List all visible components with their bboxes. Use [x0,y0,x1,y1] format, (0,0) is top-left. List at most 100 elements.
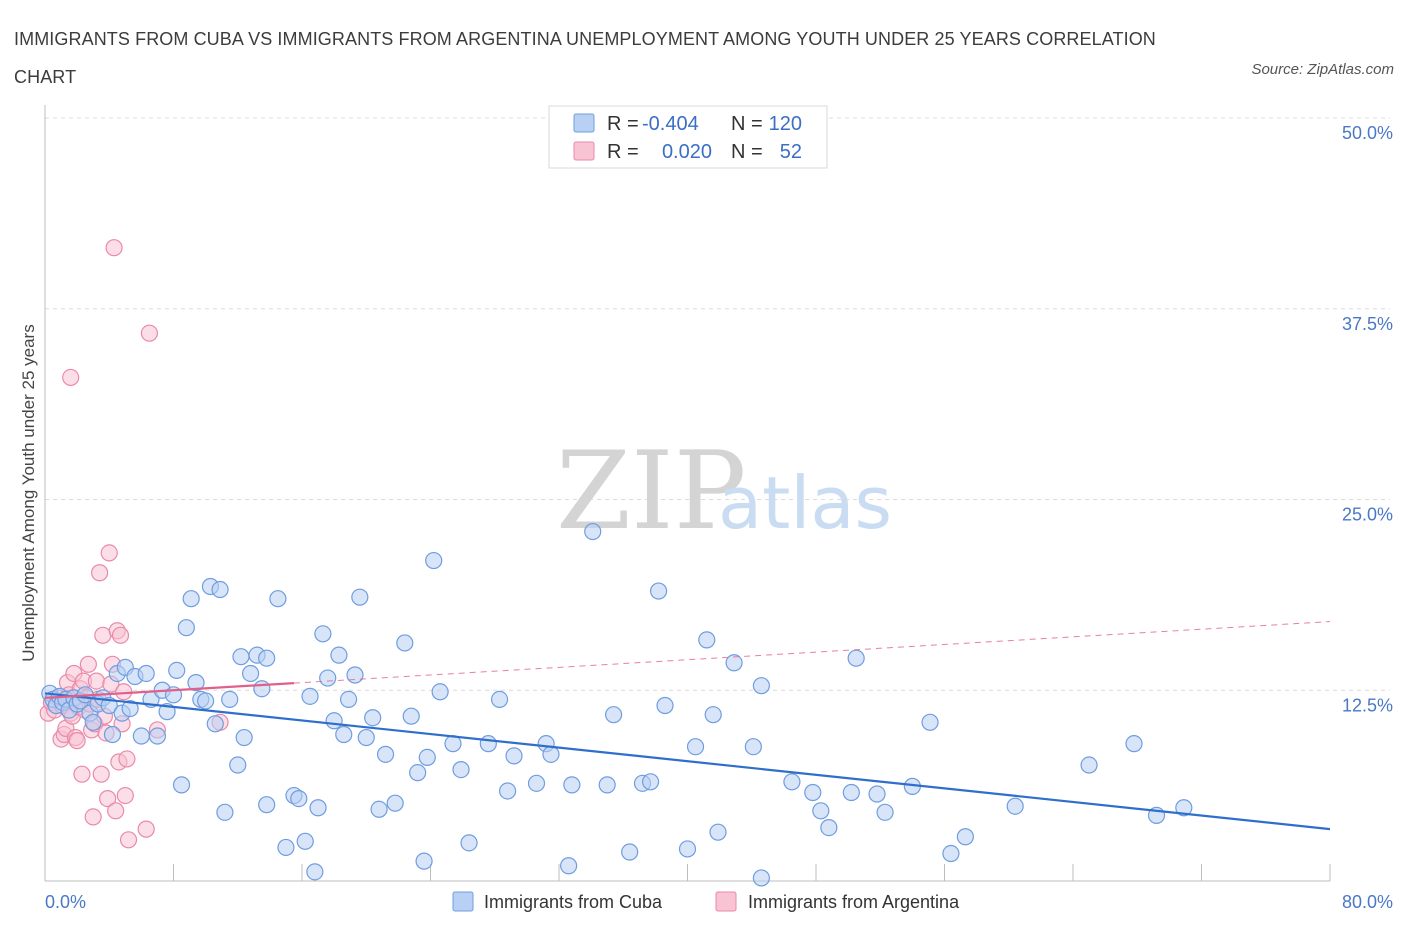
cuba-point-110 [842,783,860,802]
cuba-point-105 [752,869,770,887]
watermark: ZIP atlas [556,429,892,554]
cuba-point-61 [335,725,353,744]
x-tick-label-0: 0.0% [45,892,86,912]
cuba-point-78 [452,761,470,779]
cuba-point-106 [783,773,801,791]
argentina-point-47 [137,820,155,838]
cuba-point-96 [656,696,674,715]
argentina-point-48 [140,324,159,342]
cuba-point-98 [686,738,705,756]
argentina-point-45 [118,750,136,768]
cuba-point-16 [103,725,122,744]
cuba-point-120 [1125,735,1143,753]
cuba-point-74 [418,748,436,766]
argentina-point-26 [87,672,106,690]
y-tick-label-2: 37.5% [1342,314,1393,334]
cuba-point-53 [296,832,314,850]
argentina-point-24 [84,808,102,826]
cuba-point-49 [269,590,287,608]
argentina-point-40 [111,626,130,644]
cuba-point-103 [744,738,762,756]
cuba-point-99 [698,631,716,649]
bottom-legend-argentina: Immigrants from Argentina [748,892,960,912]
cuba-point-92 [621,843,639,861]
cuba-point-54 [301,687,319,705]
cuba-point-104 [752,677,770,695]
gridlines [45,117,1390,691]
cuba-point-58 [319,669,337,687]
cuba-point-37 [206,715,224,733]
cuba-point-115 [921,713,939,731]
trend-lines [44,621,1331,831]
cuba-point-57 [314,625,332,643]
legend-r-value-cuba: -0.404 [642,113,699,135]
cuba-point-90 [598,776,616,794]
legend-n-label-argentina: N = [731,141,763,163]
cuba-point-79 [460,834,478,852]
axes [44,105,1331,882]
cuba-point-65 [357,728,375,747]
cuba-point-12 [84,713,102,731]
cuba-point-83 [505,747,523,765]
cuba-point-38 [211,580,229,599]
cuba-point-118 [1006,797,1024,815]
cuba-point-113 [876,803,894,821]
legend-r-label-argentina: R = [607,141,639,163]
argentina-point-42 [105,239,123,257]
cuba-point-87 [560,857,578,875]
cuba-point-32 [182,590,200,608]
cuba-point-64 [351,588,369,606]
cuba-trend-line [44,692,1331,831]
cuba-point-33 [187,674,205,692]
cuba-point-56 [309,799,327,817]
cuba-point-86 [542,745,560,763]
cuba-point-48 [258,649,276,667]
cuba-point-81 [490,690,509,709]
cuba-point-88 [563,776,581,794]
legend-swatch-cuba [573,113,595,133]
cuba-point-91 [605,706,623,724]
argentina-point-21 [79,655,97,673]
argentina-points [39,239,229,849]
series-legend: Immigrants from Cuba Immigrants from Arg… [452,891,960,912]
cuba-point-102 [725,654,743,672]
cuba-point-80 [479,735,497,753]
legend-swatch-argentina [573,141,595,161]
argentina-point-44 [116,786,134,805]
cuba-point-69 [386,794,404,812]
y-tick-label-0: 12.5% [1342,695,1393,715]
cuba-point-66 [364,709,382,727]
cuba-point-23 [137,664,155,683]
cuba-point-46 [253,680,271,698]
cuba-point-89 [584,522,602,541]
argentina-point-17 [73,765,91,783]
cuba-point-52 [290,789,308,808]
argentina-point-30 [94,626,112,644]
cuba-point-22 [132,727,150,745]
cuba-point-60 [330,646,348,664]
cuba-point-42 [232,648,250,666]
chart-title: IMMIGRANTS FROM CUBA VS IMMIGRANTS FROM … [14,29,1156,87]
cuba-point-116 [942,844,960,863]
cuba-point-82 [499,782,517,800]
cuba-point-20 [121,699,139,718]
cuba-point-63 [346,666,364,684]
argentina-point-28 [91,564,109,582]
legend-r-value-argentina: 0.020 [662,141,712,163]
cuba-point-76 [431,683,449,701]
cuba-point-41 [229,756,247,774]
bottom-legend-swatch-cuba [452,891,474,912]
cuba-point-50 [277,838,295,857]
argentina-trend-line-dashed [293,621,1331,684]
cuba-point-40 [221,690,239,709]
cuba-point-111 [847,649,865,667]
y-tick-label-1: 25.0% [1342,505,1393,525]
cuba-point-67 [370,800,388,818]
cuba-point-107 [804,783,822,802]
cuba-point-31 [177,619,195,637]
cuba-point-73 [415,852,433,870]
cuba-point-44 [242,664,260,683]
argentina-point-29 [92,765,110,783]
cuba-point-43 [235,728,253,747]
